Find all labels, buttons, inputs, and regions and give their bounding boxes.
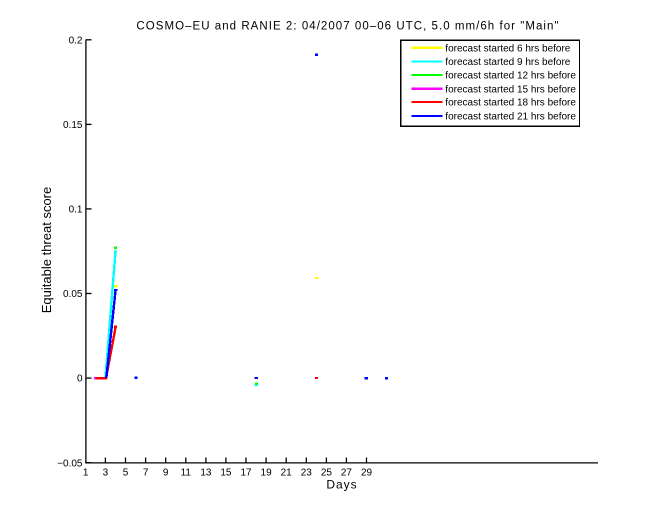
svg-text:0.05: 0.05 <box>63 289 83 300</box>
svg-text:0.15: 0.15 <box>63 120 83 131</box>
svg-text:17: 17 <box>240 467 252 478</box>
svg-text:0.2: 0.2 <box>69 35 83 46</box>
svg-text:11: 11 <box>181 467 192 478</box>
svg-text:Equitable threat score: Equitable threat score <box>39 187 54 313</box>
svg-text:19: 19 <box>261 467 273 478</box>
svg-text:25: 25 <box>321 467 333 478</box>
svg-text:21: 21 <box>281 467 293 478</box>
svg-text:3: 3 <box>103 467 109 478</box>
svg-text:Days: Days <box>326 478 357 492</box>
svg-text:23: 23 <box>301 467 313 478</box>
svg-text:9: 9 <box>163 467 169 478</box>
svg-text:29: 29 <box>361 467 373 478</box>
svg-text:forecast started 12 hrs before: forecast started 12 hrs before <box>445 71 576 82</box>
svg-text:0: 0 <box>77 374 83 385</box>
svg-text:15: 15 <box>220 467 232 478</box>
svg-text:7: 7 <box>143 467 149 478</box>
svg-text:forecast started 18 hrs before: forecast started 18 hrs before <box>445 98 576 109</box>
svg-text:0.1: 0.1 <box>69 205 83 216</box>
svg-text:5: 5 <box>123 467 129 478</box>
svg-text:−0.05: −0.05 <box>57 458 83 469</box>
svg-text:forecast started 9 hrs before: forecast started 9 hrs before <box>445 57 571 68</box>
svg-text:forecast started 21 hrs before: forecast started 21 hrs before <box>445 112 576 123</box>
svg-text:COSMO–EU and RANIE 2: 04/2007: COSMO–EU and RANIE 2: 04/2007 00–06 UTC,… <box>136 21 559 33</box>
svg-text:27: 27 <box>341 467 353 478</box>
svg-text:forecast started 15 hrs before: forecast started 15 hrs before <box>445 84 576 95</box>
svg-text:forecast started 6 hrs before: forecast started 6 hrs before <box>445 43 571 54</box>
svg-text:1: 1 <box>83 467 89 478</box>
svg-text:13: 13 <box>200 467 212 478</box>
